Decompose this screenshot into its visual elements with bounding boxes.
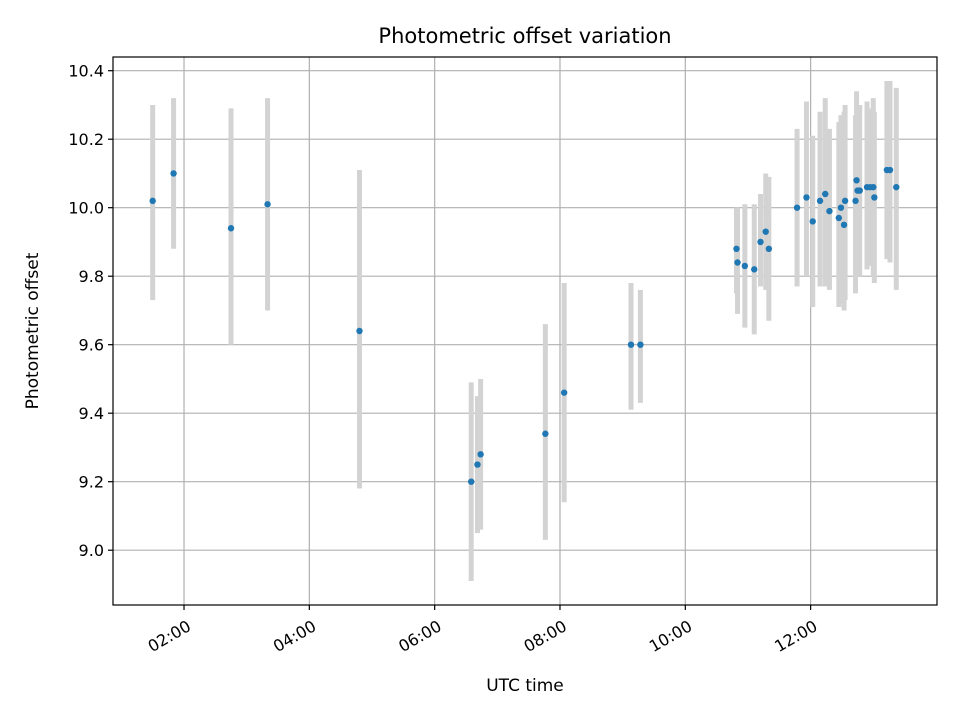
data-point [170, 170, 177, 177]
y-tick-label: 9.6 [79, 336, 104, 355]
data-point [856, 187, 863, 194]
data-point [474, 461, 481, 468]
y-tick-label: 9.4 [79, 404, 104, 423]
data-point [637, 341, 644, 348]
data-point [841, 197, 849, 205]
data-point [822, 190, 829, 198]
data-point [852, 197, 859, 205]
data-point [227, 225, 235, 232]
data-point [793, 204, 801, 211]
point-layer [149, 166, 900, 485]
data-point [356, 327, 363, 335]
y-tick-label: 10.0 [68, 199, 104, 218]
y-tick-label: 10.2 [68, 130, 104, 149]
data-point [870, 183, 877, 191]
data-point [734, 259, 741, 266]
data-point [149, 197, 156, 205]
data-point [893, 183, 900, 191]
data-point [826, 207, 833, 215]
y-tick-label: 9.0 [79, 541, 104, 560]
data-point [757, 238, 764, 246]
data-point [741, 262, 749, 270]
data-point [542, 430, 549, 437]
data-point [871, 194, 878, 201]
data-point [733, 245, 740, 252]
data-point [751, 266, 758, 273]
data-point [840, 221, 848, 229]
data-point [468, 478, 475, 485]
chart-title: Photometric offset variation [378, 24, 671, 48]
data-point [886, 166, 894, 174]
data-point [765, 245, 773, 252]
data-point [560, 389, 568, 396]
data-point [853, 177, 860, 184]
data-point [816, 197, 824, 205]
data-point [835, 214, 843, 222]
data-point [837, 204, 845, 211]
data-point [264, 201, 271, 208]
y-tick-label: 9.2 [79, 473, 104, 492]
data-point [809, 218, 816, 225]
y-axis-title: Photometric offset [23, 252, 43, 409]
data-point [803, 194, 810, 201]
data-point [477, 451, 484, 458]
data-point [762, 228, 769, 235]
data-point [627, 341, 635, 348]
y-tick-label: 10.4 [68, 62, 104, 81]
plot-frame [112, 56, 938, 606]
x-axis-title: UTC time [486, 676, 564, 696]
y-tick-label: 9.8 [79, 267, 104, 286]
